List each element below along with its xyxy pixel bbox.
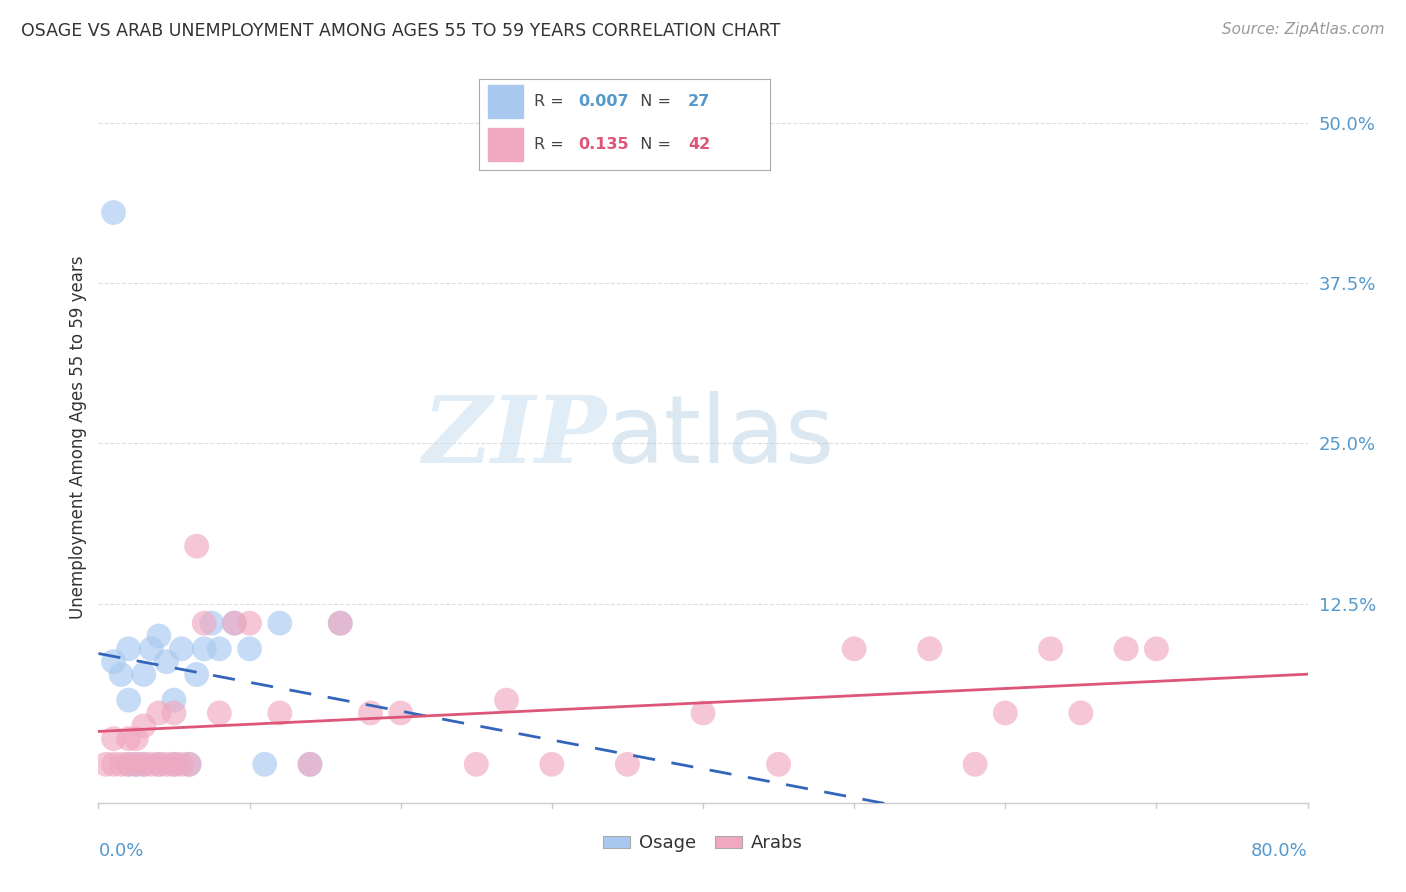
Point [269,706,291,720]
Point [170,641,193,656]
Point [768,757,790,772]
Point [253,757,276,772]
Point [540,757,562,772]
Point [103,757,125,772]
Point [186,667,208,681]
Text: atlas: atlas [606,391,835,483]
Point [239,616,262,631]
Point [329,616,352,631]
Point [179,757,201,772]
Point [155,655,177,669]
Legend: Osage, Arabs: Osage, Arabs [596,827,810,860]
Point [163,757,186,772]
Point [163,693,186,707]
Point [495,693,517,707]
Point [141,641,163,656]
Point [692,706,714,720]
Point [118,757,141,772]
Point [118,641,141,656]
Point [1039,641,1062,656]
Point [148,706,170,720]
Point [224,616,246,631]
Point [148,757,170,772]
Text: OSAGE VS ARAB UNEMPLOYMENT AMONG AGES 55 TO 59 YEARS CORRELATION CHART: OSAGE VS ARAB UNEMPLOYMENT AMONG AGES 55… [21,22,780,40]
Point [918,641,941,656]
Point [118,757,141,772]
Point [148,757,170,772]
Point [329,616,352,631]
Y-axis label: Unemployment Among Ages 55 to 59 years: Unemployment Among Ages 55 to 59 years [69,255,87,619]
Point [125,757,148,772]
Point [965,757,987,772]
Point [163,706,186,720]
Point [132,667,155,681]
Point [1070,706,1092,720]
Point [360,706,382,720]
Point [132,719,155,733]
Point [103,731,125,746]
Point [125,757,148,772]
Point [239,641,262,656]
Point [110,757,132,772]
Point [224,616,246,631]
Point [118,693,141,707]
Point [994,706,1017,720]
Point [269,616,291,631]
Text: Source: ZipAtlas.com: Source: ZipAtlas.com [1222,22,1385,37]
Point [208,706,231,720]
Point [1144,641,1167,656]
Point [132,757,155,772]
Point [208,641,231,656]
Point [94,757,117,772]
Point [1115,641,1137,656]
Point [141,757,163,772]
Point [186,539,208,553]
Point [299,757,322,772]
Point [465,757,488,772]
Point [163,757,186,772]
Text: 0.0%: 0.0% [98,842,143,860]
Point [132,757,155,772]
Point [148,629,170,643]
Point [170,757,193,772]
Text: 80.0%: 80.0% [1251,842,1308,860]
Point [201,616,224,631]
Text: ZIP: ZIP [422,392,606,482]
Point [389,706,412,720]
Point [616,757,638,772]
Point [103,655,125,669]
Point [155,757,177,772]
Point [110,667,132,681]
Point [299,757,322,772]
Point [193,641,215,656]
Point [103,205,125,219]
Point [118,731,141,746]
Point [179,757,201,772]
Point [125,731,148,746]
Point [844,641,866,656]
Point [193,616,215,631]
